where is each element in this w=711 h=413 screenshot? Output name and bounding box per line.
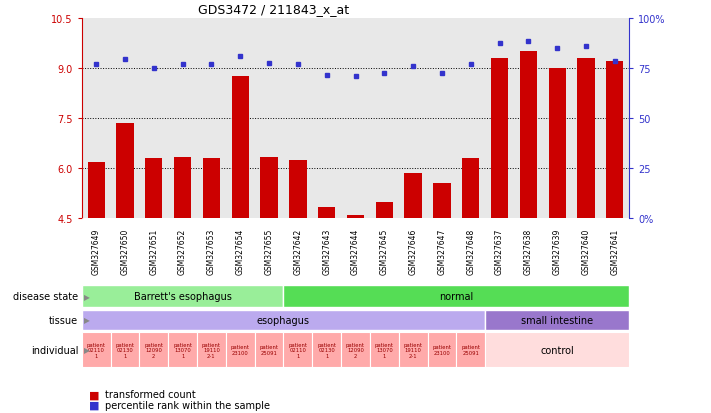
Bar [427, 332, 456, 368]
Text: patient
02110
1: patient 02110 1 [87, 342, 106, 358]
Text: percentile rank within the sample: percentile rank within the sample [105, 400, 269, 410]
Bar [577, 59, 594, 219]
Bar [289, 161, 306, 219]
Bar [260, 157, 278, 219]
Text: Barrett's esophagus: Barrett's esophagus [134, 291, 232, 301]
Text: ▶: ▶ [84, 292, 90, 301]
Text: GSM327645: GSM327645 [380, 228, 389, 275]
Text: GSM327641: GSM327641 [610, 228, 619, 275]
Text: patient
25091: patient 25091 [461, 344, 480, 356]
Text: GSM327655: GSM327655 [264, 228, 274, 275]
Text: GSM327644: GSM327644 [351, 228, 360, 275]
Text: normal: normal [439, 291, 474, 301]
Text: patient
23100: patient 23100 [432, 344, 451, 356]
Text: small intestine: small intestine [521, 315, 593, 325]
Bar [82, 310, 485, 330]
Text: ▶: ▶ [84, 346, 90, 354]
Bar [462, 159, 479, 219]
Text: GSM327650: GSM327650 [120, 228, 129, 275]
Bar [606, 62, 624, 219]
Bar [203, 159, 220, 219]
Bar [341, 332, 370, 368]
Text: GSM327647: GSM327647 [437, 228, 447, 275]
Bar [139, 332, 169, 368]
Text: GSM327646: GSM327646 [409, 228, 417, 275]
Text: individual: individual [31, 345, 78, 355]
Bar [111, 332, 139, 368]
Bar [169, 332, 197, 368]
Bar [312, 332, 341, 368]
Bar [318, 207, 336, 219]
Text: patient
12090
2: patient 12090 2 [346, 342, 365, 358]
Bar [347, 216, 364, 219]
Text: tissue: tissue [49, 315, 78, 325]
Bar [232, 77, 249, 219]
Bar [117, 124, 134, 219]
Text: control: control [540, 345, 574, 355]
Text: patient
19110
2-1: patient 19110 2-1 [404, 342, 422, 358]
Text: patient
02130
1: patient 02130 1 [115, 342, 134, 358]
Text: GSM327648: GSM327648 [466, 228, 475, 275]
Text: GSM327651: GSM327651 [149, 228, 159, 275]
Text: patient
02110
1: patient 02110 1 [289, 342, 307, 358]
Bar [145, 159, 162, 219]
Text: GSM327639: GSM327639 [552, 228, 562, 275]
Text: GSM327642: GSM327642 [294, 228, 302, 275]
Text: GSM327638: GSM327638 [524, 228, 533, 275]
Text: GSM327640: GSM327640 [582, 228, 591, 275]
Bar [87, 162, 105, 219]
Bar [82, 332, 111, 368]
Bar [284, 332, 312, 368]
Bar [375, 202, 393, 219]
Text: GSM327649: GSM327649 [92, 228, 101, 275]
Bar [549, 69, 566, 219]
Bar [82, 285, 284, 308]
Bar [226, 332, 255, 368]
Bar [405, 174, 422, 219]
Text: GSM327637: GSM327637 [495, 228, 504, 275]
Text: transformed count: transformed count [105, 389, 196, 399]
Text: patient
13070
1: patient 13070 1 [173, 342, 192, 358]
Bar [456, 332, 485, 368]
Bar [284, 285, 629, 308]
Bar [174, 157, 191, 219]
Text: patient
02130
1: patient 02130 1 [317, 342, 336, 358]
Bar [255, 332, 284, 368]
Text: GSM327643: GSM327643 [322, 228, 331, 275]
Bar [370, 332, 399, 368]
Text: esophagus: esophagus [257, 315, 310, 325]
Text: disease state: disease state [13, 291, 78, 301]
Text: GSM327654: GSM327654 [236, 228, 245, 275]
Text: patient
12090
2: patient 12090 2 [144, 342, 164, 358]
Bar [433, 184, 451, 219]
Text: ■: ■ [89, 389, 100, 399]
Title: GDS3472 / 211843_x_at: GDS3472 / 211843_x_at [198, 3, 349, 16]
Text: patient
25091: patient 25091 [260, 344, 279, 356]
Bar [197, 332, 226, 368]
Bar [399, 332, 427, 368]
Text: ▶: ▶ [84, 316, 90, 325]
Text: GSM327652: GSM327652 [178, 228, 187, 275]
Text: patient
19110
2-1: patient 19110 2-1 [202, 342, 221, 358]
Bar [491, 59, 508, 219]
Bar [485, 310, 629, 330]
Text: ■: ■ [89, 400, 100, 410]
Bar [520, 52, 537, 219]
Text: GSM327653: GSM327653 [207, 228, 216, 275]
Bar [485, 332, 629, 368]
Text: patient
13070
1: patient 13070 1 [375, 342, 394, 358]
Text: patient
23100: patient 23100 [231, 344, 250, 356]
